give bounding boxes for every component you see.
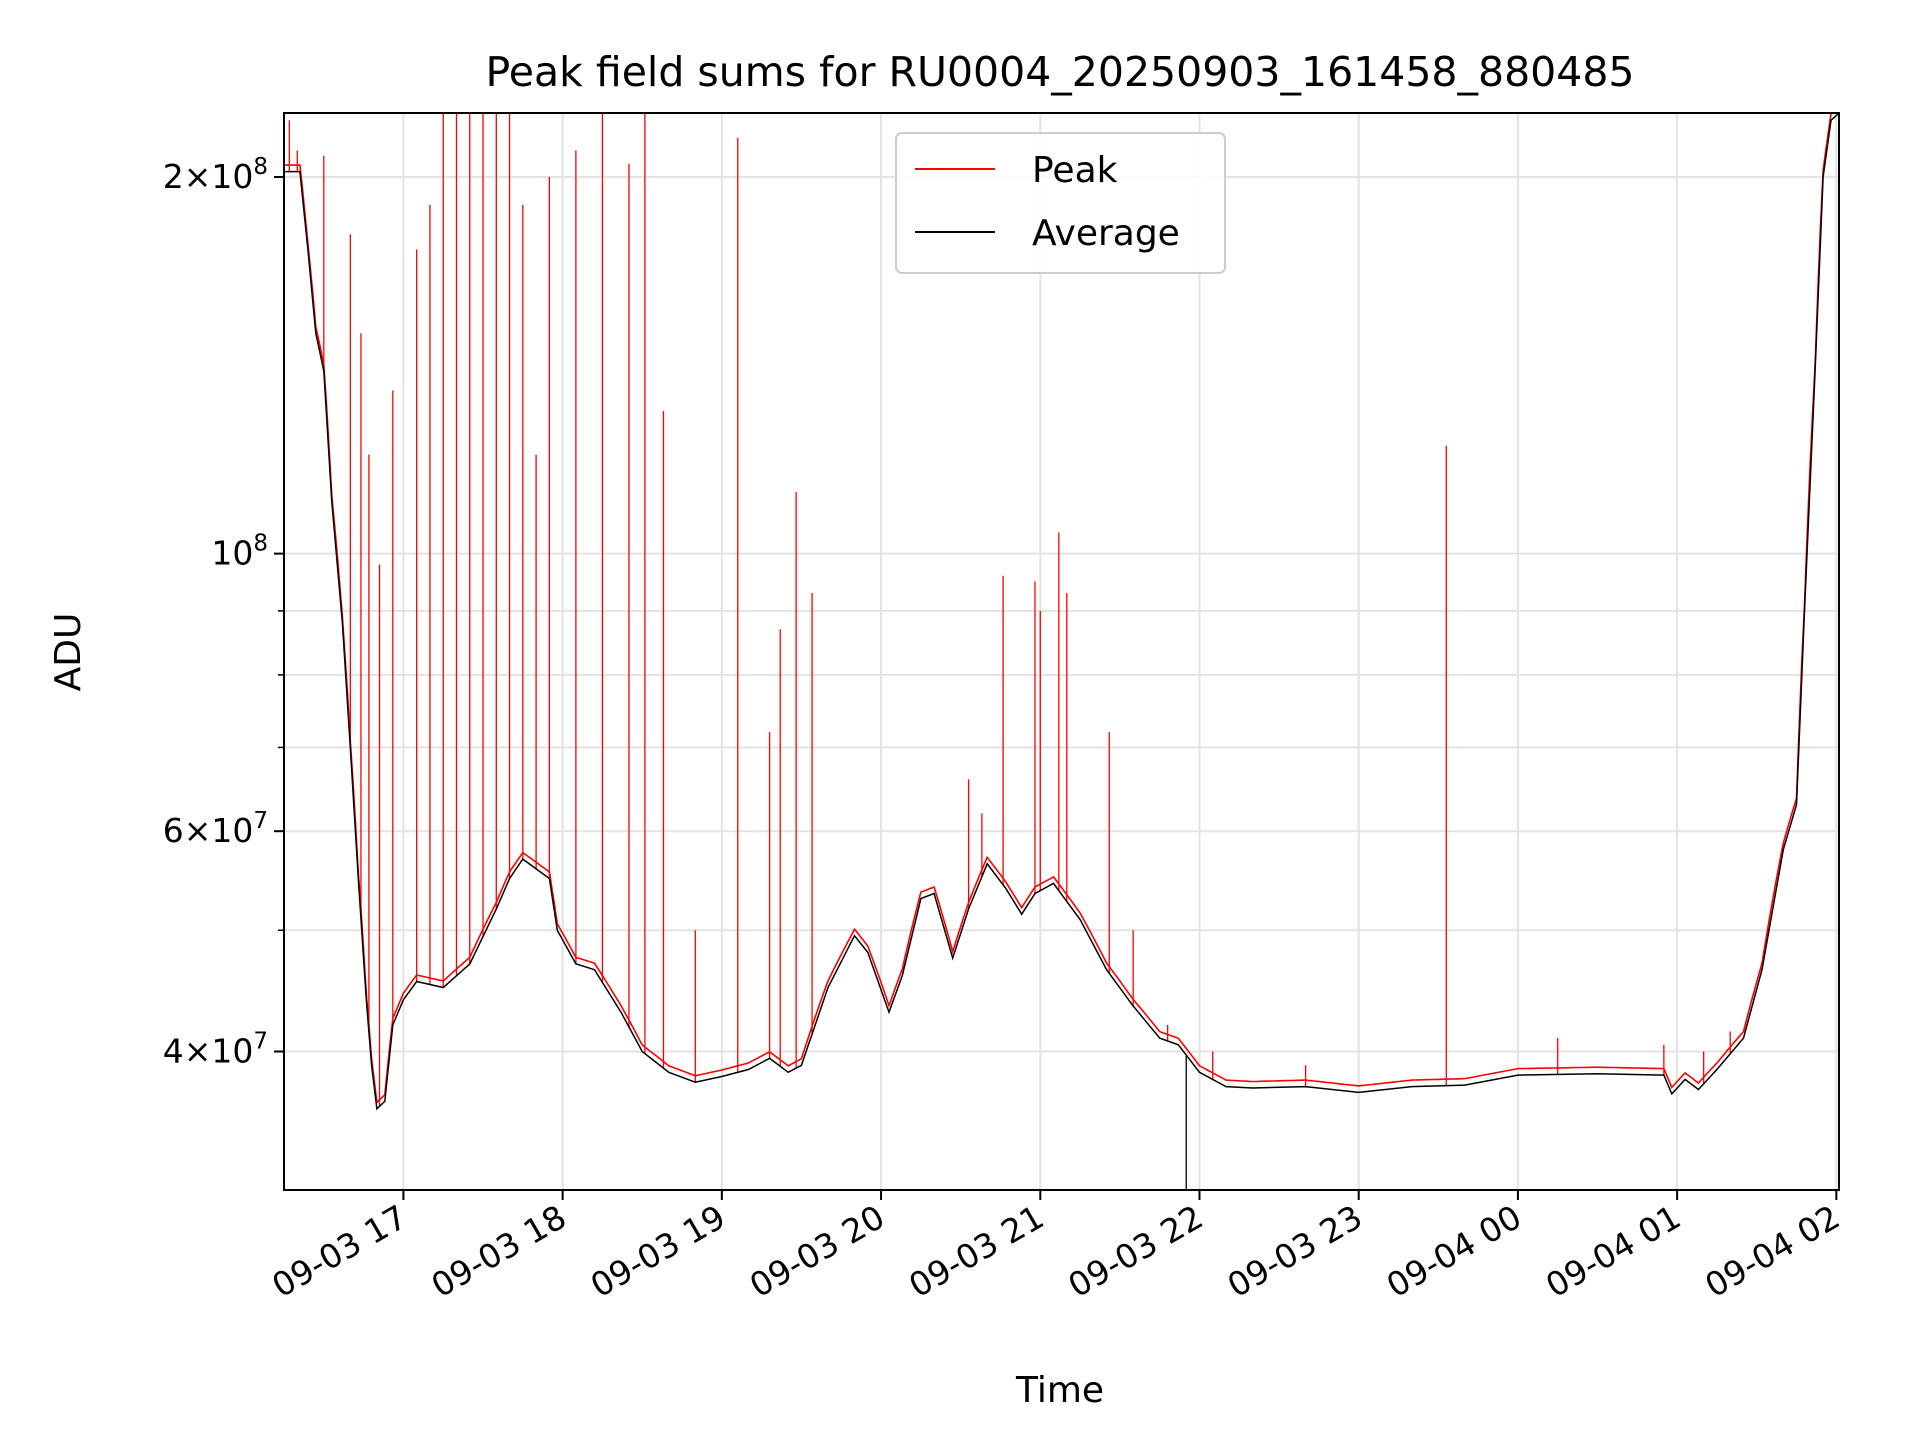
y-tick-label: 2×108 xyxy=(163,154,268,196)
y-tick-label: 4×107 xyxy=(163,1029,268,1071)
x-axis-label: Time xyxy=(1015,1370,1104,1411)
legend: Peak Average xyxy=(895,132,1226,274)
chart-title: Peak field sums for RU0004_20250903_1614… xyxy=(485,48,1634,96)
average-line xyxy=(284,113,1839,1111)
peak-line xyxy=(284,113,1834,1104)
y-axis-label: ADU xyxy=(48,613,89,692)
plot-frame xyxy=(283,112,1840,1191)
average-series xyxy=(284,113,1839,1190)
peak-series xyxy=(284,113,1834,1107)
legend-average-label: Average xyxy=(1032,213,1180,254)
legend-peak-label: Peak xyxy=(1032,150,1118,191)
plot-data xyxy=(284,113,1839,1190)
y-tick-label: 6×107 xyxy=(163,808,268,850)
y-axis: 2×108 108 6×107 4×107 xyxy=(163,154,284,1071)
y-tick-label: 108 xyxy=(211,531,268,573)
